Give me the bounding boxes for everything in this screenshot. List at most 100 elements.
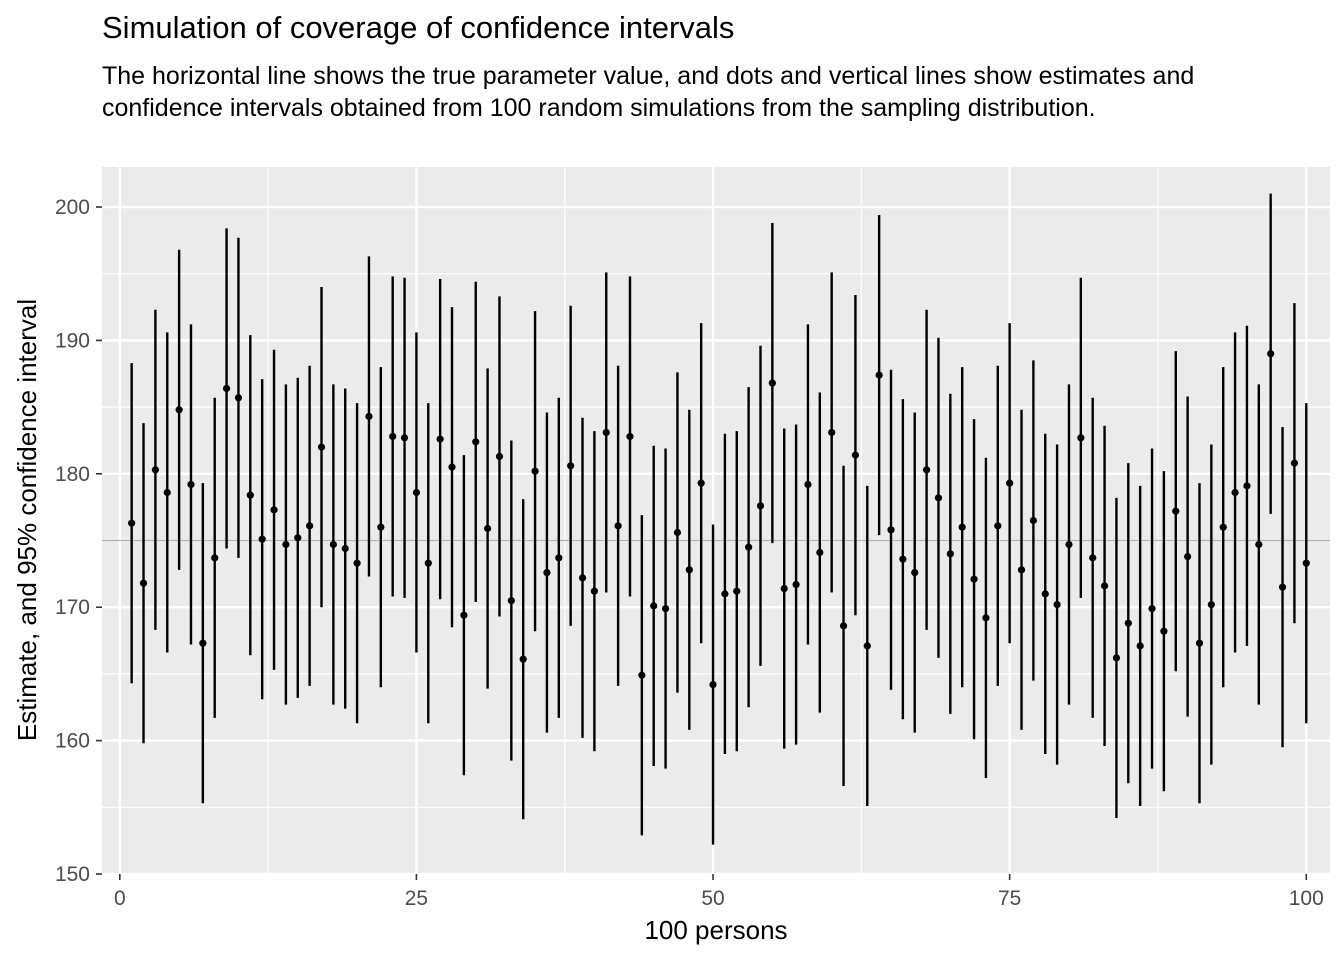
x-tick-label: 0	[114, 887, 126, 910]
estimate-point	[484, 524, 492, 533]
estimate-point	[460, 611, 468, 619]
plot-panel	[102, 167, 1330, 874]
estimate-point	[946, 550, 954, 558]
y-tick-label: 180	[55, 463, 90, 486]
y-tick-label: 160	[55, 730, 90, 753]
estimate-point	[222, 384, 231, 393]
estimate-point	[1029, 516, 1037, 525]
estimate-point	[365, 412, 373, 421]
estimate-point	[211, 554, 219, 562]
estimate-point	[306, 522, 314, 530]
estimate-point	[1184, 552, 1192, 561]
estimate-point	[329, 540, 337, 549]
estimate-point	[519, 655, 527, 663]
estimate-point	[1041, 590, 1049, 598]
estimate-point	[246, 491, 254, 499]
estimate-point	[721, 590, 729, 598]
y-axis: 150 160 170 180 190 200	[55, 196, 102, 886]
estimate-point	[839, 622, 848, 630]
estimate-point	[317, 443, 326, 451]
estimate-point	[768, 379, 776, 387]
estimate-point	[412, 488, 421, 497]
estimate-point	[792, 580, 800, 589]
estimate-point	[673, 528, 682, 537]
estimate-point	[934, 494, 943, 502]
estimate-point	[994, 522, 1002, 530]
estimate-point	[697, 479, 705, 487]
estimate-point	[199, 639, 207, 647]
estimate-point	[745, 543, 753, 551]
estimate-point	[709, 680, 717, 689]
estimate-point	[151, 466, 159, 474]
estimate-point	[531, 467, 539, 475]
estimate-point	[685, 566, 693, 574]
estimate-point	[887, 526, 895, 534]
estimate-point	[1006, 479, 1014, 487]
estimate-point	[1278, 583, 1287, 591]
estimate-point	[1124, 619, 1132, 627]
estimate-point	[543, 568, 551, 577]
estimate-point	[922, 466, 931, 474]
estimate-point	[472, 438, 480, 446]
estimate-point	[1195, 639, 1204, 647]
estimate-point	[270, 506, 278, 514]
estimate-point	[911, 568, 919, 577]
estimate-point	[567, 462, 575, 470]
estimate-point	[1077, 434, 1085, 442]
estimate-point	[341, 544, 349, 553]
estimate-point	[661, 604, 670, 613]
estimate-point	[1267, 350, 1275, 358]
estimate-point	[1065, 540, 1073, 549]
y-tick-label: 190	[55, 329, 90, 352]
estimate-point	[187, 480, 195, 489]
estimate-point	[828, 428, 836, 437]
estimate-point	[448, 463, 456, 471]
estimate-point	[1255, 540, 1263, 549]
estimate-point	[1207, 600, 1215, 609]
estimate-point	[958, 523, 966, 531]
estimate-point	[139, 579, 148, 587]
estimate-point	[1172, 507, 1180, 515]
estimate-point	[1231, 488, 1239, 497]
estimate-point	[626, 432, 634, 441]
estimate-point	[1148, 604, 1156, 613]
estimate-point	[258, 535, 266, 543]
estimate-point	[780, 584, 788, 593]
estimate-point	[1017, 566, 1026, 574]
estimate-point	[1243, 482, 1251, 490]
x-axis-label: 100 persons	[644, 915, 787, 945]
estimate-point	[175, 406, 183, 414]
estimate-point	[578, 574, 587, 582]
estimate-point	[851, 451, 860, 459]
estimate-point	[899, 555, 907, 563]
estimate-point	[555, 554, 563, 562]
estimate-point	[875, 371, 883, 379]
estimate-point	[495, 452, 504, 461]
x-tick-label: 75	[998, 887, 1021, 910]
estimate-point	[282, 540, 290, 549]
estimate-point	[614, 522, 622, 530]
chart-title: Simulation of coverage of confidence int…	[102, 10, 735, 45]
x-axis: 0 25 50 75 100	[114, 874, 1324, 910]
estimate-point	[982, 614, 990, 622]
estimate-point	[389, 432, 397, 441]
estimate-point	[1112, 654, 1121, 662]
x-tick-label: 100	[1289, 887, 1324, 910]
estimate-points	[128, 350, 1310, 689]
estimate-point	[590, 587, 598, 595]
y-tick-label: 170	[55, 596, 90, 619]
estimate-point	[1089, 554, 1097, 562]
estimate-point	[756, 502, 765, 510]
estimate-point	[424, 559, 432, 567]
estimate-point	[733, 587, 741, 595]
estimate-point	[436, 435, 444, 443]
x-tick-label: 25	[405, 887, 428, 910]
estimate-point	[1302, 559, 1310, 567]
estimate-point	[1053, 600, 1061, 609]
y-tick-label: 150	[55, 863, 90, 886]
y-tick-label: 200	[55, 196, 90, 219]
estimate-point	[1136, 642, 1144, 650]
estimate-point	[353, 559, 361, 567]
estimate-point	[1160, 627, 1168, 635]
y-axis-label: Estimate, and 95% confidence interval	[12, 299, 42, 741]
